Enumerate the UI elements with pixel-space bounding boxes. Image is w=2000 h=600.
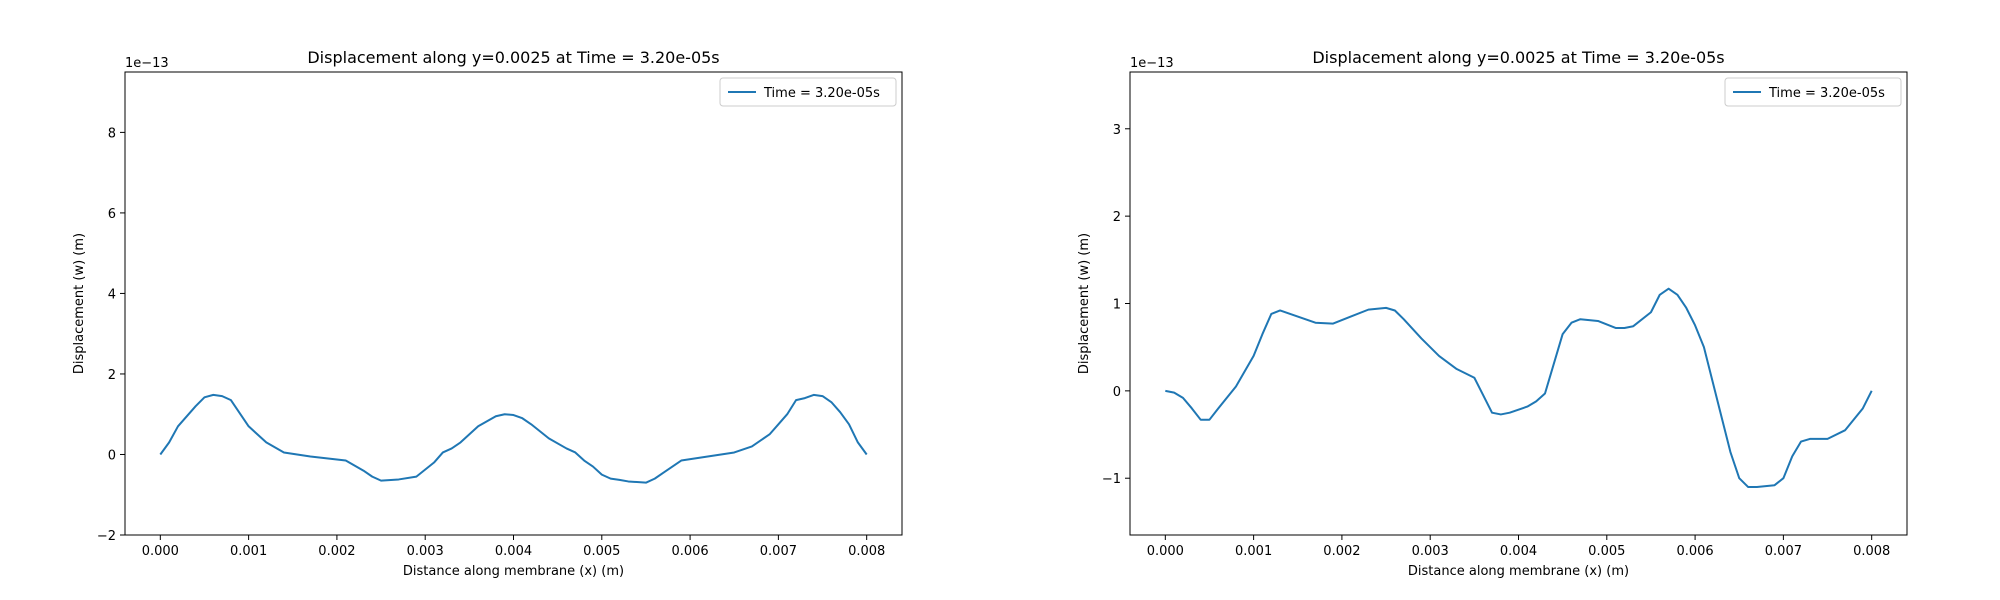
legend-label: Time = 3.20e-05s	[763, 86, 880, 101]
x-tick-label: 0.000	[142, 544, 179, 559]
y-tick-label: 3	[1113, 123, 1121, 138]
y-axis-label: Displacement (w) (m)	[1077, 233, 1092, 374]
x-tick-label: 0.004	[495, 544, 532, 559]
axes-frame	[124, 71, 903, 536]
series-line	[159, 393, 868, 484]
x-tick-label: 0.000	[1147, 544, 1184, 559]
y-tick-label: 0	[1113, 385, 1121, 400]
x-tick-label: 0.006	[671, 544, 708, 559]
x-tick-label: 0.001	[230, 544, 267, 559]
x-tick-label: 0.002	[318, 544, 355, 559]
x-tick-label: 0.004	[1500, 544, 1537, 559]
y-tick-label: −1	[1102, 472, 1121, 487]
chart-title: Displacement along y=0.0025 at Time = 3.…	[307, 48, 719, 67]
x-tick-label: 0.007	[760, 544, 797, 559]
y-tick-label: 8	[108, 126, 116, 141]
y-axis-label: Displacement (w) (m)	[72, 233, 87, 374]
x-tick-label: 0.002	[1323, 544, 1360, 559]
y-tick-label: 6	[108, 207, 116, 222]
x-axis-label: Distance along membrane (x) (m)	[1408, 564, 1629, 579]
axes-frame	[1129, 71, 1908, 536]
x-tick-label: 0.003	[1412, 544, 1449, 559]
y-offset-text: 1e−13	[125, 56, 169, 71]
y-tick-label: 2	[1113, 210, 1121, 225]
x-tick-label: 0.003	[407, 544, 444, 559]
legend-box	[1724, 77, 1902, 107]
y-tick-label: 2	[108, 368, 116, 383]
legend-box	[719, 77, 897, 107]
legend: Time = 3.20e-05s	[1724, 77, 1902, 107]
y-tick-label: −2	[97, 529, 116, 544]
y-offset-text: 1e−13	[1130, 56, 1174, 71]
x-tick-label: 0.008	[1853, 544, 1890, 559]
x-tick-label: 0.006	[1676, 544, 1713, 559]
y-tick-label: 1	[1113, 298, 1121, 313]
x-tick-label: 0.008	[848, 544, 885, 559]
y-tick-label: 4	[108, 287, 116, 302]
x-tick-label: 0.007	[1765, 544, 1802, 559]
chart-1: 0.000 0.001 0.002 0.003 0.004 0.005 0.006 0.007…	[72, 48, 903, 579]
x-tick-label: 0.005	[583, 544, 620, 559]
legend: Time = 3.20e-05s	[719, 77, 897, 107]
x-tick-label: 0.001	[1235, 544, 1272, 559]
legend-label: Time = 3.20e-05s	[1768, 86, 1885, 101]
x-axis-label: Distance along membrane (x) (m)	[403, 564, 624, 579]
y-tick-label: 0	[108, 448, 116, 463]
chart-title: Displacement along y=0.0025 at Time = 3.…	[1312, 48, 1724, 67]
series-line	[1165, 287, 1873, 488]
chart-2: 0.000 0.001 0.002 0.003 0.004 0.005 0.006 0.007…	[1077, 48, 1908, 579]
x-tick-label: 0.005	[1588, 544, 1625, 559]
